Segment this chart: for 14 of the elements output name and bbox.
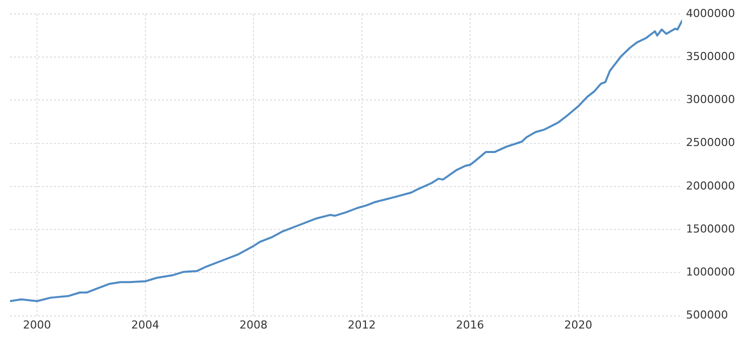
x-tick-label: 2012 (348, 318, 376, 332)
x-tick-label: 2004 (131, 318, 160, 332)
x-tick-label: 2000 (23, 318, 52, 332)
y-tick-label: 2500000 (686, 136, 736, 150)
y-tick-label: 3500000 (686, 50, 736, 63)
y-tick-label: 1000000 (686, 266, 736, 279)
y-tick-label: 2000000 (686, 179, 736, 192)
y-tick-label: 500000 (686, 308, 728, 322)
y-tick-label: 1500000 (686, 222, 736, 236)
x-tick-label: 2008 (240, 318, 268, 332)
x-tick-label: 2016 (456, 318, 484, 332)
y-tick-label: 4000000 (686, 6, 736, 20)
y-tick-label: 3000000 (686, 93, 736, 106)
x-tick-label: 2020 (564, 318, 592, 332)
